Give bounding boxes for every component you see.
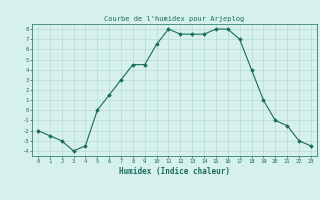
X-axis label: Humidex (Indice chaleur): Humidex (Indice chaleur): [119, 167, 230, 176]
Title: Courbe de l'humidex pour Arjeplog: Courbe de l'humidex pour Arjeplog: [104, 16, 244, 22]
